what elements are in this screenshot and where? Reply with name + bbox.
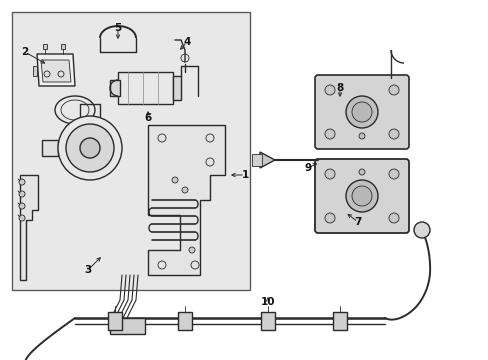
Text: 6: 6 bbox=[144, 113, 151, 123]
Circle shape bbox=[388, 85, 398, 95]
Text: 5: 5 bbox=[114, 23, 122, 33]
Circle shape bbox=[325, 129, 334, 139]
Circle shape bbox=[19, 203, 25, 209]
Text: 2: 2 bbox=[21, 47, 29, 57]
Circle shape bbox=[19, 215, 25, 221]
Bar bbox=[61, 44, 65, 49]
Bar bbox=[110, 80, 120, 96]
Circle shape bbox=[19, 191, 25, 197]
Circle shape bbox=[325, 213, 334, 223]
Bar bbox=[332, 312, 346, 330]
Bar bbox=[178, 312, 192, 330]
Polygon shape bbox=[41, 60, 71, 82]
Bar bbox=[173, 76, 181, 100]
Bar bbox=[110, 318, 145, 334]
Circle shape bbox=[388, 213, 398, 223]
Circle shape bbox=[388, 169, 398, 179]
Circle shape bbox=[172, 177, 178, 183]
Circle shape bbox=[182, 187, 187, 193]
FancyBboxPatch shape bbox=[314, 159, 408, 233]
Circle shape bbox=[413, 222, 429, 238]
Circle shape bbox=[346, 180, 377, 212]
Text: 4: 4 bbox=[183, 37, 190, 47]
Polygon shape bbox=[37, 54, 75, 86]
Text: 7: 7 bbox=[354, 217, 361, 227]
Circle shape bbox=[19, 179, 25, 185]
Circle shape bbox=[189, 247, 195, 253]
Bar bbox=[261, 312, 274, 330]
Circle shape bbox=[351, 102, 371, 122]
Text: 8: 8 bbox=[336, 83, 343, 93]
Polygon shape bbox=[148, 125, 224, 275]
Polygon shape bbox=[12, 12, 249, 290]
Polygon shape bbox=[33, 66, 37, 76]
Text: 3: 3 bbox=[84, 265, 91, 275]
Circle shape bbox=[351, 186, 371, 206]
Circle shape bbox=[80, 138, 100, 158]
Polygon shape bbox=[260, 152, 274, 168]
Polygon shape bbox=[42, 140, 58, 156]
Text: 1: 1 bbox=[241, 170, 248, 180]
Circle shape bbox=[66, 124, 114, 172]
Circle shape bbox=[325, 169, 334, 179]
Bar bbox=[251, 154, 262, 166]
Circle shape bbox=[325, 85, 334, 95]
Bar bbox=[43, 44, 47, 49]
Text: 9: 9 bbox=[304, 163, 311, 173]
Bar bbox=[118, 72, 173, 104]
Polygon shape bbox=[20, 175, 38, 280]
Circle shape bbox=[346, 96, 377, 128]
Circle shape bbox=[358, 133, 364, 139]
Circle shape bbox=[358, 169, 364, 175]
Circle shape bbox=[58, 116, 122, 180]
Bar bbox=[108, 312, 122, 330]
Text: 10: 10 bbox=[260, 297, 275, 307]
Circle shape bbox=[388, 129, 398, 139]
FancyBboxPatch shape bbox=[314, 75, 408, 149]
